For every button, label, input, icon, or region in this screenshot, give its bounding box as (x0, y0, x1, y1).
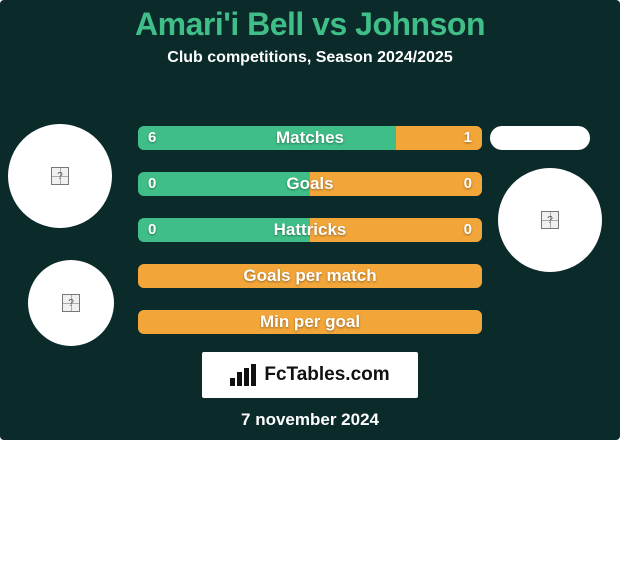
stat-row: Goals0 0 (138, 172, 482, 196)
avatar (28, 260, 114, 346)
page-title: Amari'i Bell vs Johnson (0, 0, 620, 43)
stat-value-right: 1 (464, 126, 472, 150)
stat-value-right: 0 (464, 172, 472, 196)
stat-value-right: 0 (464, 218, 472, 242)
stat-value-left: 6 (148, 126, 156, 150)
stat-row: Matches6 1 (138, 126, 482, 150)
bars-icon (230, 364, 258, 386)
date-text: 7 november 2024 (0, 410, 620, 430)
comparison-card: Amari'i Bell vs Johnson Club competition… (0, 0, 620, 440)
stat-row: Hattricks0 0 (138, 218, 482, 242)
stat-value-left: 0 (148, 172, 156, 196)
brand-text: FcTables.com (264, 364, 389, 386)
stat-label: Min per goal (138, 310, 482, 334)
stat-row: Goals per match (138, 264, 482, 288)
avatar (8, 124, 112, 228)
stat-label: Goals per match (138, 264, 482, 288)
stat-label: Goals (138, 172, 482, 196)
placeholder-icon (541, 211, 559, 229)
stat-label: Hattricks (138, 218, 482, 242)
avatar (490, 126, 590, 150)
placeholder-icon (51, 167, 69, 185)
subtitle: Club competitions, Season 2024/2025 (0, 49, 620, 67)
placeholder-icon (62, 294, 80, 312)
avatar (498, 168, 602, 272)
brand-badge: FcTables.com (202, 352, 418, 398)
stat-value-left: 0 (148, 218, 156, 242)
stat-row: Min per goal (138, 310, 482, 334)
stat-label: Matches (138, 126, 482, 150)
stat-bars: Matches61Goals00Hattricks00Goals per mat… (138, 126, 482, 356)
